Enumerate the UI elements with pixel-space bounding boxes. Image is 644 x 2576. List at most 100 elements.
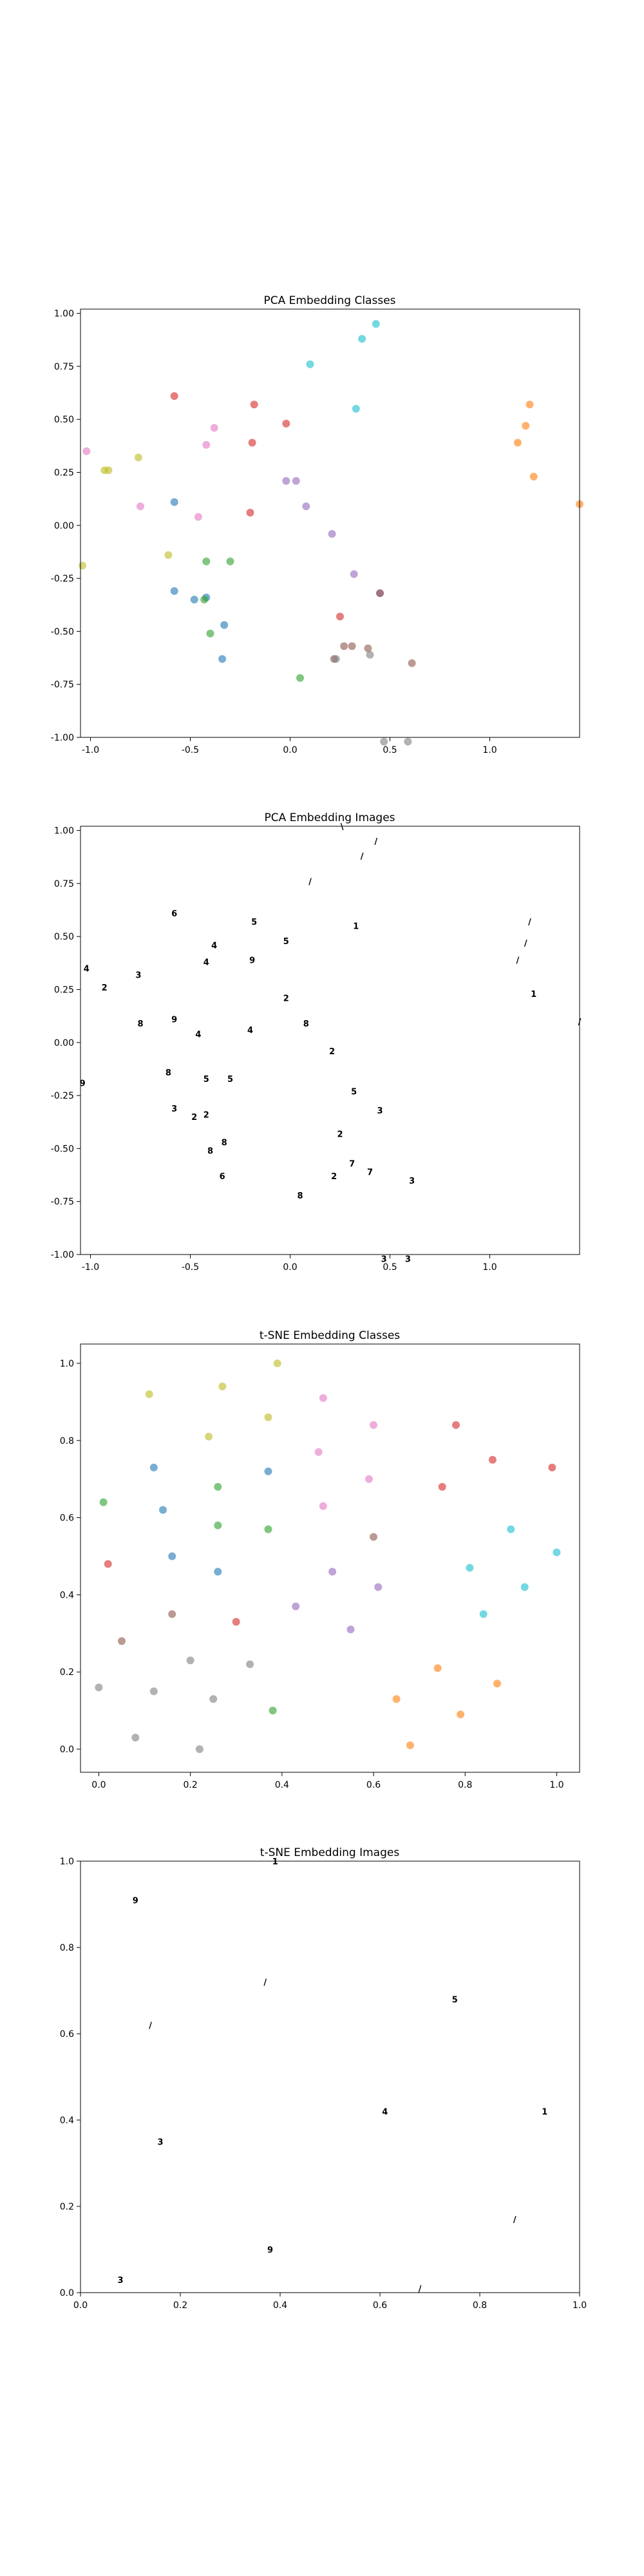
y-tick-label: -0.75 [51, 1197, 74, 1208]
scatter-point [328, 1567, 337, 1576]
scatter-point [220, 621, 229, 629]
scatter-point [137, 502, 144, 511]
x-tick-label: 0.0 [283, 745, 297, 755]
scatter-point [218, 1382, 227, 1390]
scatter-point [82, 447, 91, 455]
digit-glyph: 1 [531, 990, 536, 999]
scatter-point [170, 498, 178, 506]
y-tick-label: 0.50 [54, 415, 74, 425]
scatter-point [250, 401, 258, 409]
y-tick-label: 0.00 [54, 1038, 74, 1048]
digit-glyph: 5 [351, 1088, 357, 1097]
scatter-point [282, 477, 290, 485]
scatter-point [466, 1564, 474, 1572]
digit-glyph: / [263, 1978, 267, 1988]
digit-glyph: / [419, 2284, 422, 2294]
scatter-point [374, 1583, 383, 1591]
scatter-point [319, 1502, 327, 1510]
x-tick-label: 1.0 [482, 745, 497, 755]
scatter-point [118, 1637, 126, 1645]
y-tick-label: 0.4 [60, 2116, 74, 2126]
y-tick-label: 0.6 [60, 2029, 74, 2040]
scatter-point [170, 392, 178, 400]
scatter-point [202, 440, 211, 449]
scatter-point [149, 1463, 158, 1472]
scatter-point [520, 1583, 529, 1591]
scatter-point [346, 1625, 355, 1634]
scatter-point [134, 453, 142, 462]
scatter-point [248, 439, 256, 447]
digit-glyph: 2 [329, 1047, 335, 1057]
scatter-point [226, 557, 234, 565]
y-tick-label: 0.2 [60, 1667, 74, 1678]
scatter-point [264, 1467, 272, 1475]
scatter-point [186, 1656, 194, 1665]
scatter-point [168, 1610, 176, 1618]
digit-glyph: 2 [337, 1130, 343, 1139]
x-tick-label: -0.5 [182, 745, 199, 755]
tsne-images-panel: t-SNE Embedding Images 1 9 / 5 / 4 1 3 / 9 3 / 0.0 0.… [60, 1846, 587, 2311]
chart-title: t-SNE Embedding Images [260, 1846, 400, 1859]
scatter-point [372, 320, 380, 328]
x-tick-label: 0.6 [366, 1780, 381, 1790]
scatter-point [479, 1610, 488, 1618]
scatter-point [340, 642, 348, 650]
chart-title: PCA Embedding Images [264, 811, 395, 824]
tsne-classes-panel: t-SNE Embedding Classes 0.0 0.2 0.4 0.6 0.8 1… [60, 1329, 580, 1790]
digit-glyph: / [516, 956, 520, 965]
digit-glyph: 7 [367, 1168, 373, 1178]
scatter-point [406, 1741, 414, 1750]
digit-glyph: 5 [452, 1995, 458, 2005]
digit-glyph: 3 [409, 1177, 415, 1186]
scatter-point [104, 466, 113, 475]
scatter-point [210, 424, 218, 432]
scatter-point [168, 1552, 176, 1560]
x-tick-label: 0.2 [184, 1780, 198, 1790]
y-tick-label: -0.25 [51, 1091, 74, 1101]
y-tick-label: 0.0 [60, 1745, 74, 1755]
digit-glyph: 5 [251, 918, 257, 927]
x-tick-label: 0.2 [173, 2300, 187, 2311]
scatter-point [302, 502, 310, 511]
scatter-point [246, 509, 254, 516]
scatter-point [328, 530, 336, 538]
y-tick-label: -1.00 [51, 1250, 74, 1260]
scatter-point [99, 1498, 108, 1506]
scatter-point [352, 404, 360, 413]
digit-glyph: 4 [195, 1030, 201, 1040]
y-tick-label: -1.00 [51, 733, 74, 743]
scatter-point [306, 360, 314, 368]
digit-glyph: 8 [303, 1019, 309, 1029]
digit-glyph: 3 [171, 1104, 177, 1114]
y-tick-label: 1.0 [60, 1359, 74, 1369]
scatter-point [553, 1548, 561, 1557]
y-tick-label: 0.8 [60, 1943, 74, 1953]
x-tick-label: 0.5 [383, 745, 397, 755]
scatter-point [190, 596, 198, 603]
digit-glyph: 3 [405, 1255, 411, 1265]
x-tick-label: 0.0 [283, 1262, 297, 1273]
scatter-point [529, 473, 538, 481]
scatter-point [438, 1482, 446, 1491]
digit-glyph: 9 [133, 1896, 138, 1906]
y-tick-label: 0.75 [54, 362, 74, 372]
x-tick-label: 0.0 [91, 1780, 106, 1790]
digit-glyph: / [149, 2022, 152, 2031]
y-tick-label: 0.50 [54, 932, 74, 942]
scatter-point [364, 644, 372, 652]
digit-glyph: \ [341, 822, 344, 832]
scatter-point [493, 1680, 501, 1688]
scatter-point [370, 1533, 377, 1541]
digit-glyph: 8 [166, 1068, 171, 1078]
chart-title: PCA Embedding Classes [263, 294, 395, 307]
digit-glyph: 4 [204, 958, 209, 968]
scatter-point [170, 587, 178, 595]
scatter-point [145, 1390, 153, 1398]
digit-glyph: 8 [207, 1147, 213, 1157]
scatter-point [457, 1710, 465, 1719]
scatter-point [365, 1475, 373, 1483]
scatter-point [214, 1567, 222, 1576]
scatter-point [246, 1660, 254, 1669]
scatter-point [200, 596, 209, 603]
